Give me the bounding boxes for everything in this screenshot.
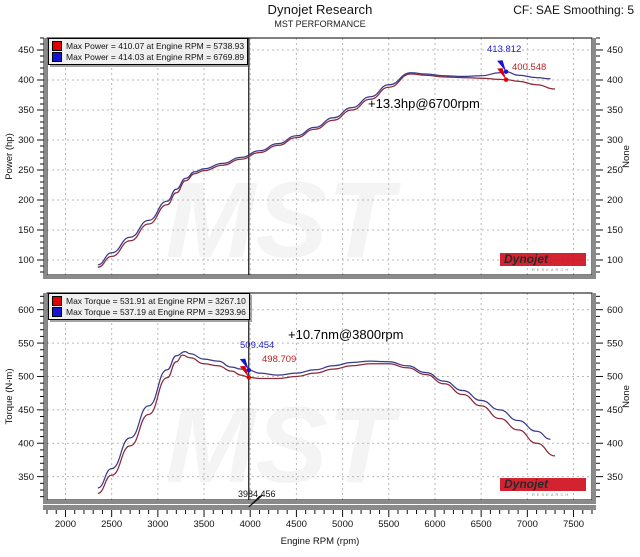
torque-legend-text: Max Torque = 531.91 at Engine RPM = 3267… (66, 295, 246, 306)
svg-text:150: 150 (18, 225, 34, 236)
svg-text:450: 450 (18, 405, 34, 416)
svg-text:550: 550 (18, 338, 34, 349)
svg-text:350: 350 (18, 105, 34, 116)
power-cursor-red-value: 400.548 (512, 62, 547, 73)
chart-header: Dynojet Research MST PERFORMANCE CF: SAE… (0, 0, 640, 30)
torque-cursor-red-value: 498.709 (262, 354, 297, 365)
torque-legend-row: Max Torque = 537.19 at Engine RPM = 3293… (52, 306, 246, 317)
svg-text:Dynojet: Dynojet (504, 252, 549, 266)
cursor-arrow (248, 494, 264, 508)
svg-text:400: 400 (607, 438, 623, 449)
torque-legend-text: Max Torque = 537.19 at Engine RPM = 3293… (66, 306, 246, 317)
page-title: Dynojet Research (267, 2, 373, 17)
power-legend-row: Max Power = 414.03 at Engine RPM = 6769.… (52, 51, 244, 62)
power-legend-text: Max Power = 410.07 at Engine RPM = 5738.… (66, 40, 245, 51)
svg-text:450: 450 (607, 45, 623, 56)
power-legend-row: Max Power = 410.07 at Engine RPM = 5738.… (52, 40, 244, 51)
svg-text:200: 200 (18, 195, 34, 206)
power-legend-text: Max Power = 414.03 at Engine RPM = 6769.… (66, 51, 245, 62)
svg-text:MST: MST (166, 384, 402, 505)
svg-text:600: 600 (18, 305, 34, 316)
x-axis-title: Engine RPM (rpm) (280, 536, 360, 547)
svg-text:200: 200 (607, 195, 623, 206)
svg-text:Power (hp): Power (hp) (4, 133, 15, 179)
torque-legend: Max Torque = 531.91 at Engine RPM = 3267… (48, 293, 250, 320)
svg-text:600: 600 (607, 305, 623, 316)
svg-text:4500: 4500 (286, 519, 307, 530)
svg-text:None: None (621, 385, 632, 408)
power-cursor-blue-value: 413.812 (487, 44, 522, 55)
svg-text:RESEARCH: RESEARCH (532, 267, 570, 272)
svg-text:400: 400 (607, 75, 623, 86)
svg-text:550: 550 (607, 338, 623, 349)
torque-chart: MST 350 350 400 400 450 450 500 500 550 550 600 600 T… (0, 285, 640, 508)
svg-text:350: 350 (607, 105, 623, 116)
power-annotation: +13.3hp@6700rpm (368, 96, 480, 111)
power-chart: MST 100 100 150 150 200 200 250 250 300 300 350 350 4… (0, 30, 640, 283)
svg-text:Torque (N-m): Torque (N-m) (4, 369, 15, 425)
svg-text:3000: 3000 (147, 519, 168, 530)
power-legend-swatch (52, 51, 62, 62)
svg-text:300: 300 (607, 135, 623, 146)
svg-text:250: 250 (18, 165, 34, 176)
svg-text:350: 350 (18, 472, 34, 483)
svg-text:400: 400 (18, 75, 34, 86)
svg-text:MST: MST (166, 159, 402, 280)
svg-text:100: 100 (18, 255, 34, 266)
svg-text:500: 500 (18, 372, 34, 383)
svg-text:None: None (621, 145, 632, 168)
svg-text:150: 150 (607, 225, 623, 236)
torque-legend-swatch (52, 306, 62, 317)
svg-text:7000: 7000 (517, 519, 538, 530)
svg-text:300: 300 (18, 135, 34, 146)
torque-legend-swatch (52, 295, 62, 306)
svg-text:100: 100 (607, 255, 623, 266)
cursor-rpm-label: 3984.456 (238, 489, 276, 499)
power-legend-swatch (52, 40, 62, 51)
svg-text:450: 450 (18, 45, 34, 56)
svg-text:6500: 6500 (471, 519, 492, 530)
svg-text:RESEARCH: RESEARCH (532, 492, 570, 497)
svg-text:Dynojet: Dynojet (504, 477, 549, 491)
svg-text:7500: 7500 (563, 519, 584, 530)
page-subtitle: MST PERFORMANCE (274, 19, 366, 29)
svg-text:4000: 4000 (240, 519, 261, 530)
svg-text:500: 500 (607, 372, 623, 383)
svg-text:350: 350 (607, 472, 623, 483)
correction-factor-label: CF: SAE Smoothing: 5 (513, 3, 634, 17)
svg-text:450: 450 (607, 405, 623, 416)
svg-text:250: 250 (607, 165, 623, 176)
svg-text:400: 400 (18, 438, 34, 449)
svg-text:2500: 2500 (101, 519, 122, 530)
torque-cursor-blue-value: 509.454 (240, 340, 275, 351)
svg-text:5500: 5500 (378, 519, 399, 530)
svg-text:2000: 2000 (55, 519, 76, 530)
torque-legend-row: Max Torque = 531.91 at Engine RPM = 3267… (52, 295, 246, 306)
svg-text:5000: 5000 (332, 519, 353, 530)
torque-annotation: +10.7nm@3800rpm (288, 327, 404, 342)
svg-text:6000: 6000 (424, 519, 445, 530)
svg-text:3500: 3500 (193, 519, 214, 530)
power-legend: Max Power = 410.07 at Engine RPM = 5738.… (48, 38, 249, 65)
